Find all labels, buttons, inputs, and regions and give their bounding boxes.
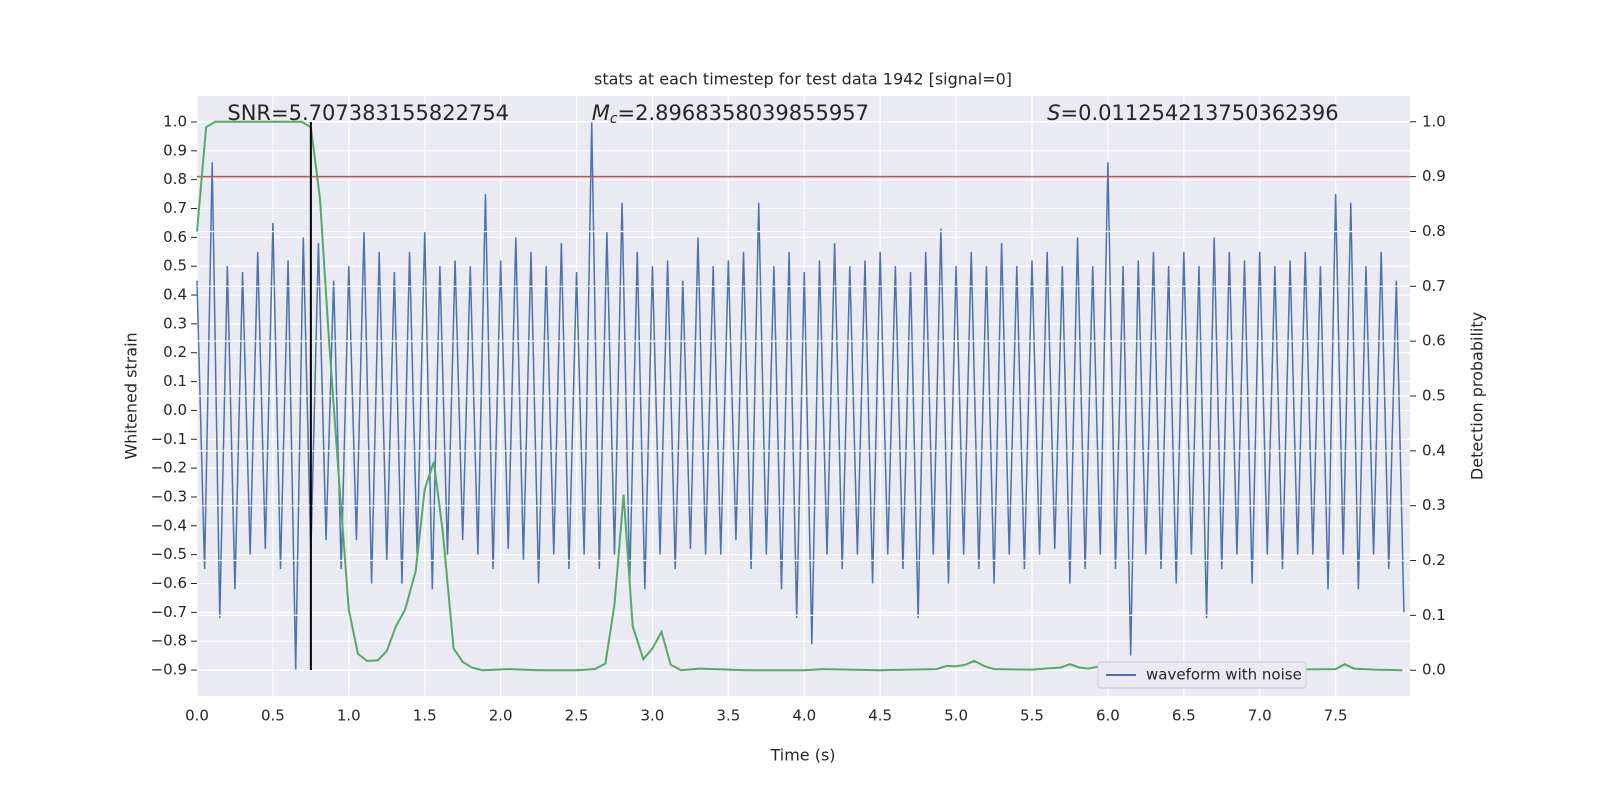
x-tick-label: 6.5 <box>1172 707 1196 725</box>
y2-tick-label: 0.3 <box>1422 496 1446 514</box>
y-tick-label: −0.1 <box>151 430 187 448</box>
y2-tick-label: 0.0 <box>1422 661 1446 679</box>
y-tick-label: 0.6 <box>163 228 187 246</box>
x-axis-label: Time (s) <box>769 746 835 765</box>
annotation-text: =2.8968358039855957 <box>618 101 869 125</box>
x-tick-label: 5.0 <box>944 707 968 725</box>
annotation-symbol: S <box>1047 101 1060 125</box>
x-tick-label: 4.5 <box>868 707 892 725</box>
y2-tick-label: 0.9 <box>1422 167 1446 185</box>
y2-tick-label: 0.4 <box>1422 441 1446 459</box>
x-tick-label: 1.5 <box>413 707 437 725</box>
legend-label: waveform with noise <box>1146 666 1302 684</box>
y2-axis-label: Detection probability <box>1468 312 1487 480</box>
y-tick-label: 0.1 <box>163 372 187 390</box>
x-tick-label: 6.0 <box>1096 707 1120 725</box>
y-tick-label: 0.9 <box>163 141 187 159</box>
y-tick-label: 0.5 <box>163 257 187 275</box>
y-tick-label: −0.2 <box>151 459 187 477</box>
y2-tick-label: 0.7 <box>1422 277 1446 295</box>
waveform-line <box>196 121 1405 671</box>
y2-tick-label: 1.0 <box>1422 112 1446 130</box>
annotation-subscript: c <box>610 111 618 127</box>
y2-tick-label: 0.8 <box>1422 222 1446 240</box>
annotation-text: =0.011254213750362396 <box>1061 101 1339 125</box>
x-tick-label: 1.0 <box>337 707 361 725</box>
y-tick-label: −0.3 <box>151 487 187 505</box>
x-tick-label: 3.0 <box>641 707 665 725</box>
annotation: Mc=2.8968358039855957 <box>592 101 869 127</box>
y-tick-label: 0.7 <box>163 199 187 217</box>
y-tick-label: −0.6 <box>151 574 187 592</box>
y2-tick-label: 0.1 <box>1422 606 1446 624</box>
y-tick-label: −0.8 <box>151 632 187 650</box>
x-tick-label: 3.5 <box>716 707 740 725</box>
y-tick-label: 0.3 <box>163 314 187 332</box>
y-tick-label: −0.7 <box>151 603 187 621</box>
x-tick-label: 2.5 <box>565 707 589 725</box>
annotation: S=0.011254213750362396 <box>1047 101 1338 125</box>
y-tick-label: −0.4 <box>151 516 187 534</box>
x-tick-label: 7.5 <box>1324 707 1348 725</box>
y-tick-label: 0.0 <box>163 401 187 419</box>
y2-tick-label: 0.2 <box>1422 551 1446 569</box>
y-axis-label: Whitened strain <box>122 332 141 459</box>
chart-title: stats at each timestep for test data 194… <box>594 70 1012 89</box>
y-tick-label: 1.0 <box>163 112 187 130</box>
annotation: SNR=5.707383155822754 <box>227 101 509 125</box>
y-tick-label: −0.9 <box>151 661 187 679</box>
x-tick-label: 5.5 <box>1020 707 1044 725</box>
y-tick-label: 0.8 <box>163 170 187 188</box>
y2-tick-label: 0.6 <box>1422 332 1446 350</box>
x-tick-label: 0.5 <box>261 707 285 725</box>
y2-tick-label: 0.5 <box>1422 387 1446 405</box>
legend-box <box>1097 661 1307 689</box>
x-tick-label: 7.0 <box>1248 707 1272 725</box>
x-tick-label: 0.0 <box>185 707 209 725</box>
annotation-symbol: M <box>592 101 610 125</box>
annotation-text: SNR=5.707383155822754 <box>227 101 509 125</box>
y-tick-label: 0.4 <box>163 286 187 304</box>
y-tick-label: −0.5 <box>151 545 187 563</box>
x-tick-label: 2.0 <box>489 707 513 725</box>
y-tick-label: 0.2 <box>163 343 187 361</box>
x-tick-label: 4.0 <box>792 707 816 725</box>
